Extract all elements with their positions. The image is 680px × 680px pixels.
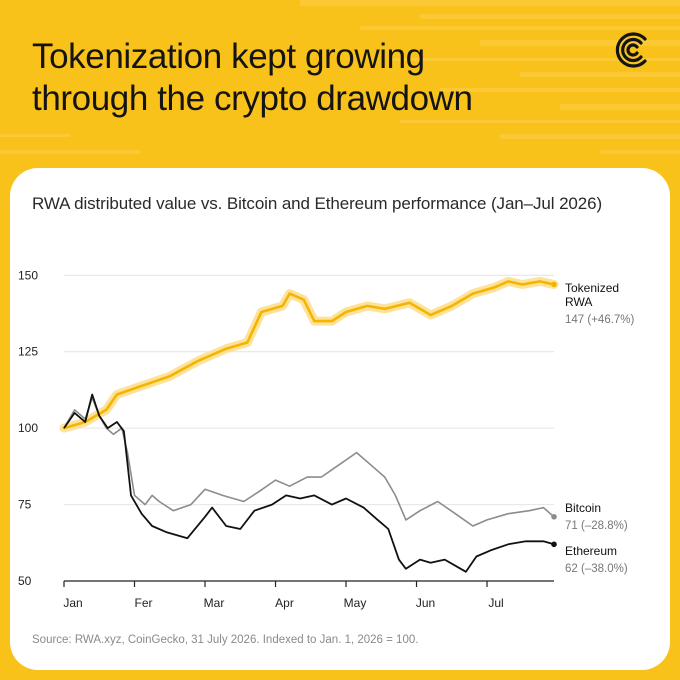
chart-card: RWA distributed value vs. Bitcoin and Et…	[10, 168, 670, 670]
series-value-label-ethereum: 62 (–38.0%)	[565, 563, 628, 575]
series-label-tokenized: Tokenized	[565, 281, 619, 295]
series-end-point-ethereum	[551, 541, 557, 548]
page-title: Tokenization kept growing through the cr…	[32, 36, 592, 120]
series-label-tokenized-line2: RWA	[565, 295, 592, 309]
series-line-bitcoin	[63, 396, 555, 527]
x-tick-label: Jul	[488, 596, 503, 610]
title-line-2: through the crypto drawdown	[32, 79, 473, 118]
series-end-point-bitcoin	[551, 514, 557, 520]
concentric-c-logo-icon	[615, 32, 647, 68]
x-tick-label: Jun	[416, 596, 435, 610]
title-line-1: Tokenization kept growing	[32, 37, 425, 76]
y-tick-label: 100	[18, 421, 38, 435]
y-tick-label: 150	[18, 268, 38, 282]
series-label-bitcoin: Bitcoin	[565, 501, 601, 515]
series-line-tokenized-glow	[59, 276, 559, 433]
source-note: Source: RWA.xyz, CoinGecko, 31 July 2026…	[32, 634, 419, 646]
x-tick-label: Apr	[275, 596, 294, 610]
chart-subtitle: RWA distributed value vs. Bitcoin and Et…	[32, 194, 603, 213]
series-line-ethereum	[63, 393, 555, 573]
series-value-label-bitcoin: 71 (–28.8%)	[565, 520, 628, 532]
x-tick-label: Jan	[63, 596, 82, 610]
y-tick-label: 75	[18, 498, 32, 512]
series-line-tokenized	[62, 280, 556, 430]
y-tick-label: 125	[18, 345, 38, 359]
x-tick-label: May	[344, 596, 367, 610]
series-end-point-tokenized	[551, 281, 557, 288]
x-tick-label: Fer	[135, 596, 153, 610]
y-tick-label: 50	[18, 574, 32, 588]
series-label-ethereum: Ethereum	[565, 544, 617, 558]
series-value-label-tokenized: 147 (+46.7%)	[565, 314, 635, 326]
x-tick-label: Mar	[204, 596, 225, 610]
